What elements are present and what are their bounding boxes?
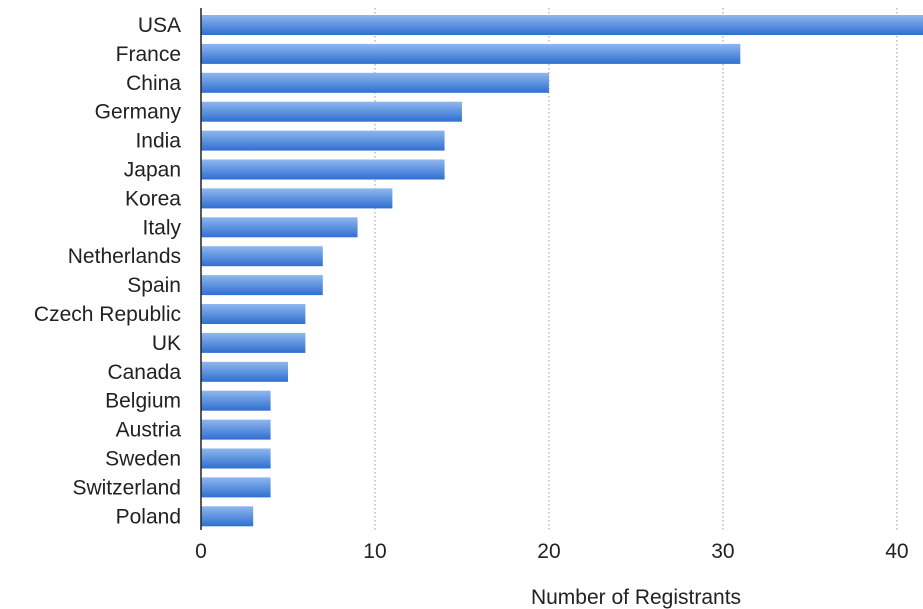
category-labels: USA France China Germany India Japan Korea Ital…	[34, 14, 182, 528]
bar-czech-republic	[201, 304, 305, 324]
bar-usa	[201, 15, 923, 35]
bar-uk	[201, 333, 305, 353]
bar-italy	[201, 217, 358, 237]
category-label-belgium: Belgium	[105, 390, 181, 413]
bar-india	[201, 131, 445, 151]
category-label-india: India	[135, 130, 181, 153]
bar-austria	[201, 420, 271, 440]
category-label-poland: Poland	[116, 505, 181, 528]
x-tick-label-40: 40	[885, 540, 908, 563]
category-label-usa: USA	[138, 14, 181, 37]
x-tick-label-0: 0	[195, 540, 207, 563]
category-label-china: China	[126, 72, 181, 95]
category-label-france: France	[116, 43, 181, 66]
x-tick-label-30: 30	[711, 540, 734, 563]
bar-sweden	[201, 449, 271, 469]
x-tick-label-20: 20	[537, 540, 560, 563]
bar-china	[201, 73, 549, 93]
x-tick-label-10: 10	[363, 540, 386, 563]
bar-belgium	[201, 391, 271, 411]
category-label-austria: Austria	[116, 419, 182, 442]
category-label-switzerland: Switzerland	[72, 476, 181, 499]
category-label-germany: Germany	[95, 101, 182, 124]
bar-korea	[201, 188, 392, 208]
bar-switzerland	[201, 477, 271, 497]
bar-germany	[201, 102, 462, 122]
category-label-sweden: Sweden	[105, 448, 181, 471]
bars	[201, 15, 923, 526]
category-label-japan: Japan	[124, 159, 181, 182]
x-tick-labels: 0 10 20 30 40	[195, 540, 908, 563]
category-label-canada: Canada	[107, 361, 181, 384]
bar-spain	[201, 275, 323, 295]
category-label-korea: Korea	[125, 187, 181, 210]
bar-poland	[201, 506, 253, 526]
category-label-czech-republic: Czech Republic	[34, 303, 181, 326]
bar-japan	[201, 160, 445, 180]
category-label-uk: UK	[152, 332, 181, 355]
category-label-netherlands: Netherlands	[68, 245, 181, 268]
bar-france	[201, 44, 740, 64]
bar-netherlands	[201, 246, 323, 266]
category-label-italy: Italy	[142, 216, 181, 239]
bar-canada	[201, 362, 288, 382]
category-label-spain: Spain	[127, 274, 181, 297]
x-axis-title: Number of Registrants	[531, 586, 741, 609]
